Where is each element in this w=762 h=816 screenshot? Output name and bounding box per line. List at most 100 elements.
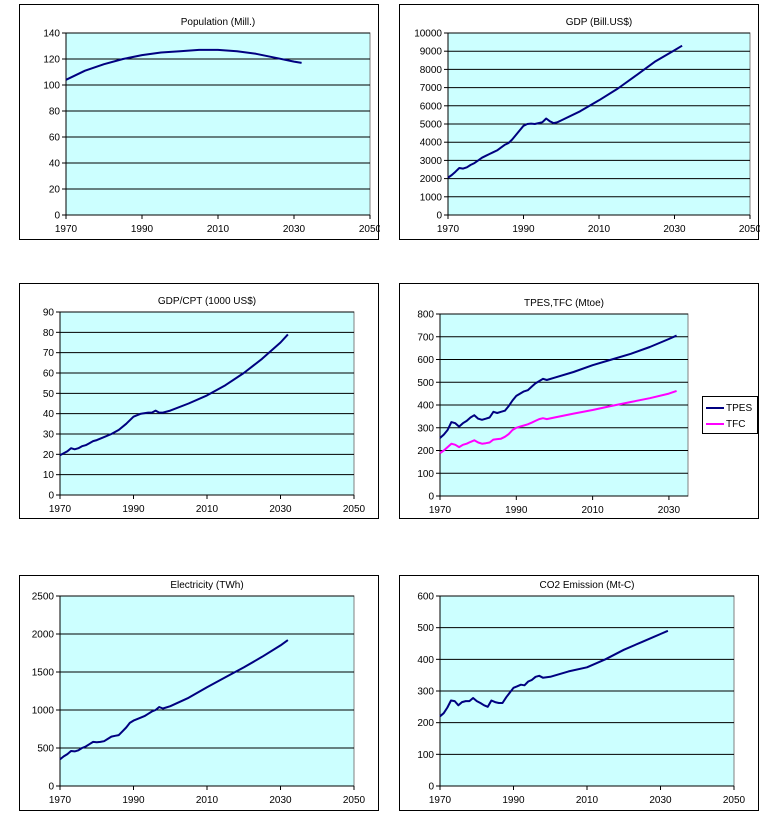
y-tick-label: 20: [43, 450, 55, 461]
x-tick-label: 2010: [576, 795, 599, 806]
legend-item-tfc: TFC: [706, 418, 745, 430]
series-line: [439, 389, 677, 455]
y-tick-label: 60: [49, 133, 61, 144]
y-tick-label: 90: [43, 308, 55, 319]
y-tick-label: 40: [49, 159, 61, 170]
x-tick-label: 1990: [502, 795, 525, 806]
legend-swatch: [706, 407, 724, 409]
y-tick-label: 100: [417, 469, 434, 480]
chart-co2-emission: CO2 Emission (Mt-C) 0 100 200 300 400 500 600 19…: [399, 575, 759, 811]
y-tick-label: 600: [417, 355, 434, 366]
legend-label: TFC: [726, 418, 746, 430]
y-tick-label: 4000: [420, 138, 443, 149]
chart-svg: TPES,TFC (Mtoe) 0 100 200 300 400 500 600 700 800…: [417, 298, 689, 516]
y-tick-label: 40: [43, 409, 55, 420]
x-tick-label: 2050: [343, 795, 366, 806]
series-line: [439, 629, 669, 718]
y-tick-label: 800: [417, 310, 434, 321]
x-tick-label: 1990: [505, 505, 528, 516]
x-tick-label: 1990: [131, 224, 154, 235]
x-tick-label: 1990: [122, 795, 145, 806]
y-tick-label: 0: [48, 491, 54, 502]
chart-svg: CO2 Emission (Mt-C) 0 100 200 300 400 500 600 19…: [417, 580, 746, 806]
y-tick-label: 100: [43, 81, 60, 92]
x-tick-label: 2050: [739, 224, 760, 235]
x-tick-label: 2050: [343, 504, 366, 515]
y-tick-label: 1000: [32, 706, 55, 717]
y-tick-label: 20: [49, 185, 61, 196]
series-line: [439, 334, 678, 439]
y-tick-label: 70: [43, 348, 55, 359]
y-tick-label: 0: [48, 782, 54, 793]
legend-item-tpes: TPES: [706, 402, 752, 414]
chart-svg: Electricity (TWh) 0 500 1000 1500 2000 2500 197…: [32, 580, 366, 806]
y-tick-label: 50: [43, 389, 55, 400]
y-tick-label: 300: [417, 687, 434, 698]
series-line: [59, 333, 289, 457]
y-tick-label: 400: [417, 401, 434, 412]
y-tick-label: 2500: [32, 592, 55, 603]
x-tick-label: 1990: [122, 504, 145, 515]
y-tick-label: 7000: [420, 83, 443, 94]
x-tick-label: 2010: [581, 505, 604, 516]
chart-svg: GDP (Bill.US$) 0 1000 2000 3000 4000 5000 6000 7…: [414, 17, 760, 235]
series-line: [447, 44, 683, 179]
y-tick-label: 100: [417, 750, 434, 761]
plot-area: [59, 595, 355, 787]
x-tick-label: 1970: [437, 224, 460, 235]
chart-title: GDP/CPT (1000 US$): [158, 296, 256, 307]
chart-title: CO2 Emission (Mt-C): [539, 580, 634, 591]
y-tick-label: 600: [417, 592, 434, 603]
y-tick-label: 200: [417, 446, 434, 457]
chart-title: Electricity (TWh): [170, 580, 243, 591]
x-tick-label: 2050: [359, 224, 380, 235]
x-tick-label: 1970: [55, 224, 78, 235]
y-tick-label: 60: [43, 369, 55, 380]
y-tick-label: 10: [43, 470, 55, 481]
y-tick-label: 8000: [420, 65, 443, 76]
y-tick-label: 80: [43, 328, 55, 339]
y-tick-label: 10000: [414, 29, 442, 40]
y-tick-label: 0: [428, 492, 434, 503]
series-line: [59, 639, 289, 761]
chart-svg: Population (Mill.) 0 20 40 60 80 100 120 140 1970…: [43, 17, 380, 235]
y-tick-label: 300: [417, 423, 434, 434]
x-tick-label: 2030: [649, 795, 672, 806]
chart-svg: GDP/CPT (1000 US$)0102030405060708090197…: [43, 296, 366, 515]
y-tick-label: 200: [417, 718, 434, 729]
x-tick-label: 2010: [196, 504, 219, 515]
x-tick-label: 2010: [207, 224, 230, 235]
y-tick-label: 500: [417, 623, 434, 634]
y-tick-label: 140: [43, 29, 60, 40]
y-tick-label: 400: [417, 655, 434, 666]
chart-gdp-per-capita: GDP/CPT (1000 US$) 0 10 20 30 40 50 60 70 80 90 197…: [19, 283, 379, 519]
x-tick-label: 2010: [196, 795, 219, 806]
y-tick-label: 9000: [420, 47, 443, 58]
chart-tpes-tfc: TPES,TFC (Mtoe) 0 100 200 300 400 500 600 700 800…: [399, 283, 759, 519]
y-tick-label: 30: [43, 430, 55, 441]
y-tick-label: 700: [417, 332, 434, 343]
x-tick-label: 2010: [588, 224, 611, 235]
y-tick-label: 80: [49, 107, 61, 118]
y-tick-label: 2000: [420, 174, 443, 185]
y-tick-label: 120: [43, 55, 60, 66]
y-tick-label: 5000: [420, 120, 443, 131]
x-tick-label: 2030: [269, 504, 292, 515]
y-tick-label: 3000: [420, 156, 443, 167]
x-tick-label: 2030: [283, 224, 306, 235]
plot-area: [65, 32, 371, 216]
chart-population: Population (Mill.) 0 20 40 60 80 100 120 140 1970…: [19, 4, 380, 240]
legend: TPES TFC: [702, 396, 758, 434]
y-tick-label: 0: [436, 211, 442, 222]
x-tick-label: 2030: [269, 795, 292, 806]
chart-title: Population (Mill.): [181, 17, 255, 28]
x-tick-label: 1970: [429, 795, 452, 806]
y-tick-label: 1000: [420, 192, 443, 203]
x-tick-label: 2050: [723, 795, 746, 806]
series-line: [65, 48, 302, 81]
chart-title: GDP (Bill.US$): [566, 17, 633, 28]
chart-electricity: Electricity (TWh) 0 500 1000 1500 2000 2500 197…: [19, 575, 379, 811]
x-tick-label: 2030: [658, 505, 681, 516]
x-tick-label: 1970: [49, 504, 72, 515]
y-tick-label: 0: [428, 782, 434, 793]
